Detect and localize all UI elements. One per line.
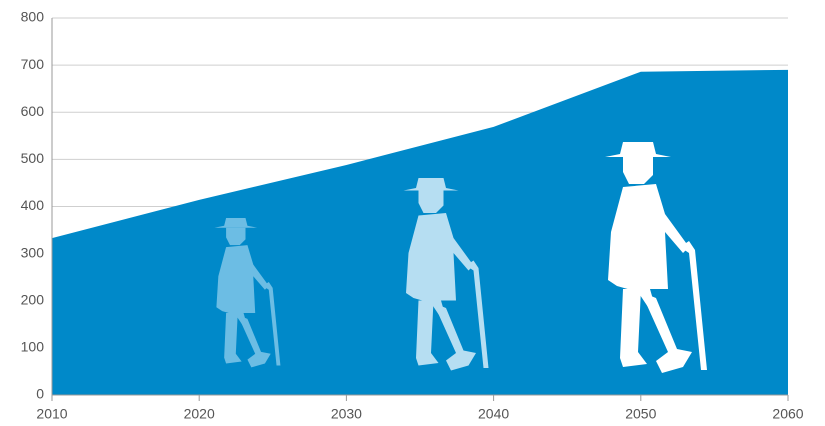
y-tick-label: 300 (21, 244, 45, 260)
y-tick-label: 100 (21, 339, 45, 355)
x-tick-label: 2060 (772, 406, 803, 422)
y-tick-label: 400 (21, 197, 45, 213)
x-tick-label: 2020 (184, 406, 215, 422)
x-tick-label: 2030 (331, 406, 362, 422)
x-tick-label: 2010 (36, 406, 67, 422)
y-tick-label: 600 (21, 103, 45, 119)
x-tick-label: 2040 (478, 406, 509, 422)
y-tick-label: 200 (21, 291, 45, 307)
y-tick-label: 700 (21, 56, 45, 72)
y-tick-label: 500 (21, 150, 45, 166)
x-tick-label: 2050 (625, 406, 656, 422)
y-tick-label: 800 (21, 9, 45, 25)
y-tick-label: 0 (36, 386, 44, 402)
